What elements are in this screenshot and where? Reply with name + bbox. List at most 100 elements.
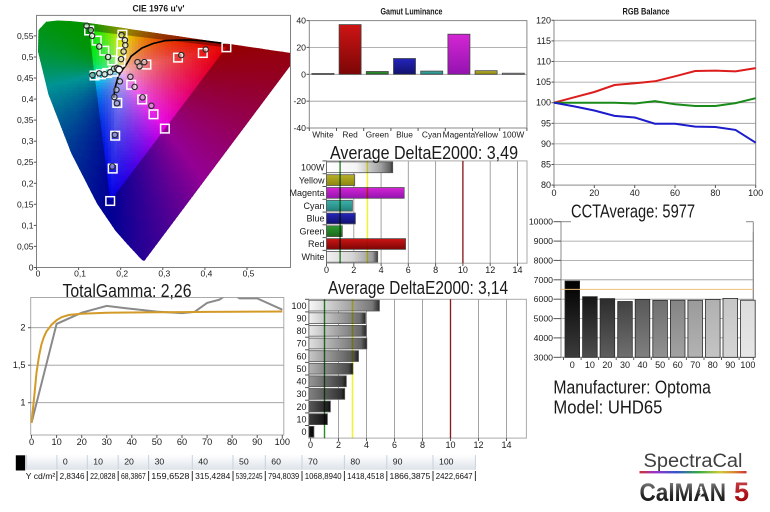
svg-text:60: 60 [271,457,281,467]
svg-text:30: 30 [620,360,630,370]
svg-text:Red: Red [342,130,358,140]
svg-text:22,0828: 22,0828 [90,471,116,481]
svg-text:0,5: 0,5 [22,52,34,62]
svg-text:1418,4518: 1418,4518 [347,471,384,481]
svg-text:90: 90 [393,457,403,467]
svg-text:CIE 1976 u'v': CIE 1976 u'v' [133,4,185,14]
svg-text:Cyan: Cyan [422,130,442,140]
svg-text:0: 0 [551,188,556,198]
svg-text:0,2: 0,2 [116,269,128,279]
svg-text:Magenta: Magenta [289,188,324,198]
svg-text:0,15: 0,15 [17,199,34,209]
svg-text:-20: -20 [293,96,306,106]
svg-text:6: 6 [406,265,411,275]
svg-text:80: 80 [708,360,718,370]
svg-text:6000: 6000 [534,294,553,304]
svg-text:10: 10 [93,457,103,467]
svg-text:115: 115 [537,36,551,46]
svg-text:68,3867: 68,3867 [121,471,146,481]
svg-text:794,8039: 794,8039 [268,471,299,481]
svg-text:70: 70 [296,339,306,349]
svg-text:3000: 3000 [534,352,553,362]
svg-text:Average DeltaE2000: 3,49: Average DeltaE2000: 3,49 [330,142,518,163]
svg-text:0: 0 [301,427,306,437]
svg-text:2: 2 [351,265,356,275]
svg-text:100: 100 [291,301,306,311]
svg-text:Red: Red [308,239,325,249]
svg-text:80: 80 [350,457,360,467]
svg-text:20: 20 [296,42,306,52]
svg-text:10: 10 [585,360,595,370]
svg-text:1866,3875: 1866,3875 [390,471,431,481]
svg-text:0,45: 0,45 [17,73,34,83]
svg-text:0: 0 [324,265,329,275]
svg-text:20: 20 [589,188,599,198]
svg-text:Cyan: Cyan [303,201,324,211]
svg-text:2,8346: 2,8346 [60,471,85,481]
svg-text:30: 30 [296,389,306,399]
svg-text:20: 20 [124,457,134,467]
svg-text:10: 10 [51,437,61,447]
svg-text:RGB Balance: RGB Balance [623,7,670,17]
svg-text:90: 90 [725,360,735,370]
svg-text:-40: -40 [293,123,306,133]
svg-text:0: 0 [63,457,68,467]
svg-text:40: 40 [127,437,137,447]
svg-text:100: 100 [740,360,755,370]
svg-text:8: 8 [420,440,425,450]
svg-text:Magenta: Magenta [443,130,476,140]
svg-text:0,3: 0,3 [22,136,34,146]
svg-text:2: 2 [20,323,25,333]
svg-text:100: 100 [536,98,551,108]
svg-text:70: 70 [690,360,700,370]
svg-text:14: 14 [512,265,522,275]
svg-text:2422,6647: 2422,6647 [436,471,473,481]
svg-text:50: 50 [239,457,249,467]
svg-text:10: 10 [296,414,306,424]
svg-text:White: White [312,130,334,140]
svg-text:1,5: 1,5 [13,360,26,370]
svg-text:Green: Green [366,130,390,140]
svg-text:8000: 8000 [534,255,553,265]
svg-text:0,1: 0,1 [74,269,86,279]
svg-text:80: 80 [710,188,720,198]
svg-text:159,6528: 159,6528 [151,471,189,481]
svg-text:30: 30 [155,457,165,467]
svg-text:0,55: 0,55 [17,31,34,41]
svg-text:10000: 10000 [529,217,553,227]
svg-text:4000: 4000 [534,333,553,343]
svg-text:100: 100 [275,437,290,447]
svg-text:White: White [301,252,324,262]
svg-text:85: 85 [541,160,551,170]
svg-text:50: 50 [655,360,665,370]
svg-text:539,2245: 539,2245 [236,471,263,481]
svg-text:Green: Green [299,226,324,236]
svg-text:Manufacturer: Optoma: Manufacturer: Optoma [553,377,711,398]
svg-text:40: 40 [296,16,306,26]
svg-text:1068,8940: 1068,8940 [305,471,342,481]
svg-text:1: 1 [20,398,25,408]
svg-text:Blue: Blue [306,214,324,224]
svg-text:0,2: 0,2 [22,178,34,188]
svg-text:105: 105 [536,77,551,87]
svg-text:40: 40 [198,457,208,467]
svg-text:80: 80 [541,180,551,190]
svg-text:0,05: 0,05 [17,241,34,251]
svg-text:100: 100 [439,457,454,467]
svg-text:4: 4 [364,440,369,450]
svg-text:20: 20 [602,360,612,370]
svg-text:20: 20 [77,437,87,447]
svg-text:6: 6 [392,440,397,450]
svg-text:110: 110 [537,57,551,67]
svg-text:2: 2 [336,440,341,450]
svg-text:5000: 5000 [534,314,553,324]
svg-text:50: 50 [152,437,162,447]
svg-text:40: 40 [637,360,647,370]
svg-text:100W: 100W [301,163,325,173]
svg-text:120: 120 [536,15,551,25]
svg-text:Blue: Blue [396,130,413,140]
svg-text:14: 14 [501,440,511,450]
svg-text:60: 60 [673,360,683,370]
svg-text:0,5: 0,5 [243,269,255,279]
svg-text:90: 90 [252,437,262,447]
